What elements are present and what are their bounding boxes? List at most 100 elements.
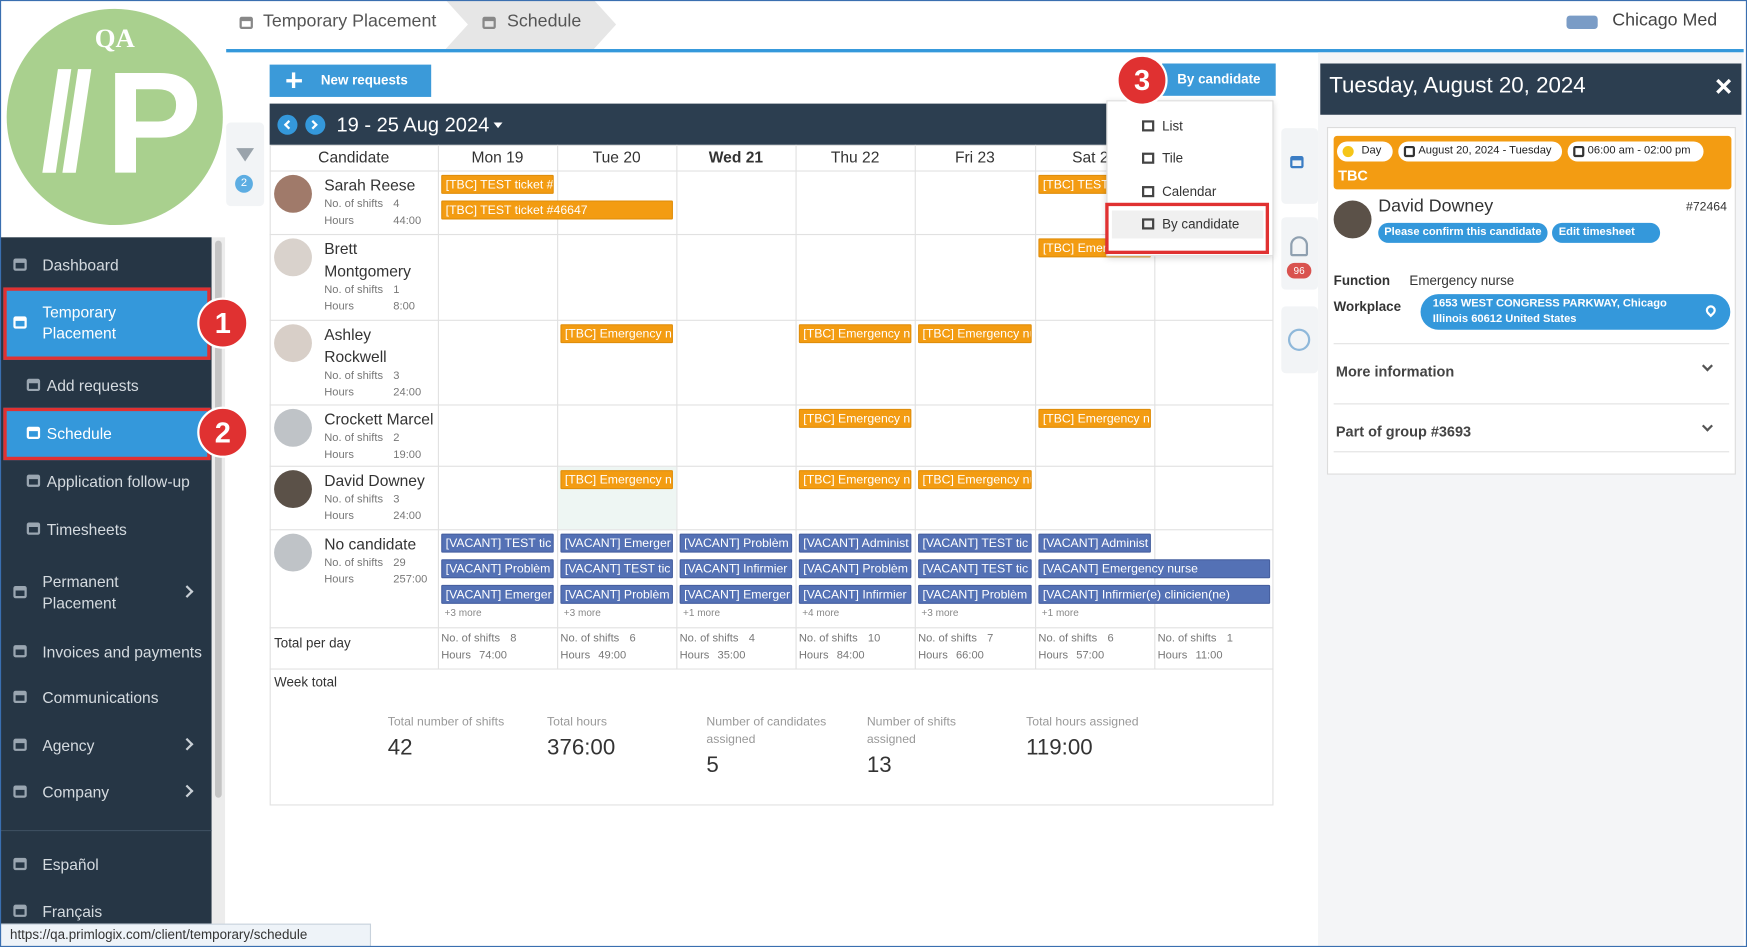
shift-event[interactable]: [VACANT] Problèm bbox=[441, 559, 554, 579]
menu-item[interactable]: Agency bbox=[42, 736, 95, 755]
menu-item[interactable]: Permanent Placement bbox=[42, 572, 119, 612]
stat-value: 2 bbox=[393, 432, 400, 445]
crumb[interactable]: Schedule bbox=[506, 12, 582, 32]
shift-event[interactable]: [VACANT] Emerger bbox=[679, 584, 793, 604]
menu-item[interactable]: Company bbox=[42, 783, 110, 802]
divider bbox=[1333, 403, 1730, 405]
shift-event[interactable]: [VACANT] Problèm bbox=[560, 584, 673, 604]
menu-icon bbox=[13, 738, 27, 751]
shift-event[interactable]: [VACANT] Administ bbox=[1038, 533, 1151, 553]
shift-event[interactable]: [VACANT] Emerger bbox=[560, 533, 673, 553]
shift-event[interactable]: [VACANT] Infirmier(e) clinicien(ne) bbox=[1038, 584, 1271, 604]
candidate-stat: Hours 24:00 bbox=[324, 384, 435, 401]
stat-label: Hours bbox=[798, 649, 829, 662]
detail-header bbox=[1320, 63, 1742, 115]
nav-button[interactable] bbox=[305, 114, 326, 135]
stat-label: No. of shifts bbox=[560, 632, 620, 646]
menu-option[interactable]: List bbox=[1162, 118, 1183, 134]
shift-event[interactable]: [VACANT] TEST tic bbox=[918, 533, 1032, 553]
candidate-name[interactable]: Ashley Rockwell bbox=[324, 325, 387, 366]
menu-item[interactable]: Dashboard bbox=[42, 256, 119, 275]
nav-button[interactable] bbox=[277, 114, 298, 135]
row-line bbox=[269, 627, 1274, 629]
stat-value: 49:00 bbox=[598, 649, 627, 662]
shift-event[interactable]: [VACANT] Infirmier bbox=[679, 559, 793, 579]
stat-label: No. of shifts bbox=[324, 284, 384, 297]
org-name[interactable]: Chicago Med bbox=[1612, 11, 1718, 31]
more-link[interactable]: +4 more bbox=[802, 607, 840, 619]
day-header: Tue 20 bbox=[592, 148, 641, 167]
stat-label: Hours bbox=[324, 300, 354, 314]
confirm-button[interactable]: Please confirm this candidate bbox=[1378, 222, 1548, 243]
stat-value: 84:00 bbox=[836, 649, 865, 662]
logo: QA P bbox=[6, 8, 223, 226]
shift-event[interactable]: [VACANT] TEST tic bbox=[918, 559, 1032, 579]
shift-event[interactable]: [TBC] Emergency nurse bbox=[1038, 408, 1151, 428]
candidate-stat: No. of shifts 1 bbox=[324, 282, 435, 299]
shift-event[interactable]: [VACANT] Problèm bbox=[798, 559, 912, 579]
accordion[interactable]: Part of group #3693 bbox=[1335, 423, 1472, 441]
menu-item[interactable]: Temporary Placement bbox=[42, 303, 117, 343]
shift-event[interactable]: [VACANT] Problèm bbox=[918, 584, 1032, 604]
stat-value: 8 bbox=[510, 632, 517, 646]
more-link[interactable]: +3 more bbox=[921, 607, 959, 619]
more-link[interactable]: +1 more bbox=[682, 607, 721, 619]
workplace-pill[interactable]: 1653 WEST CONGRESS PARKWAY, Chicago Illi… bbox=[1420, 294, 1731, 330]
accordion[interactable]: More information bbox=[1335, 363, 1455, 380]
candidate-stat: Hours 44:00 bbox=[324, 213, 435, 230]
menu-item[interactable]: Application follow-up bbox=[46, 472, 190, 491]
shift-event[interactable]: [TBC] TEST ticket # bbox=[441, 174, 554, 194]
shift-event[interactable]: [VACANT] Emergency nurse bbox=[1038, 559, 1271, 579]
function-value: Emergency nurse bbox=[1409, 272, 1515, 289]
stat-value: 1 bbox=[393, 284, 400, 297]
shift-event[interactable]: [TBC] Emergency nurse bbox=[798, 408, 912, 428]
candidate-name[interactable]: David Downey bbox=[324, 471, 425, 490]
status-url: https://qa.primlogix.com/client/temporar… bbox=[0, 923, 372, 947]
menu-item[interactable]: Timesheets bbox=[46, 520, 127, 539]
shift-event[interactable]: [VACANT] Infirmier bbox=[798, 584, 912, 604]
shift-event[interactable]: [VACANT] Problèm bbox=[679, 533, 793, 553]
menu-option[interactable]: Calendar bbox=[1162, 183, 1217, 200]
shift-event[interactable]: [VACANT] Administ bbox=[798, 533, 912, 553]
menu-item[interactable]: Français bbox=[42, 902, 103, 921]
menu-item[interactable]: Español bbox=[42, 855, 99, 874]
shift-event[interactable]: [TBC] TEST ticket #46647 bbox=[441, 200, 673, 220]
stat-value: 1 bbox=[1226, 632, 1233, 646]
candidate-name[interactable]: Sarah Reese bbox=[324, 176, 416, 194]
stat-label: No. of shifts bbox=[441, 632, 501, 646]
week-stat-label: Total hours bbox=[547, 715, 608, 729]
menu-item[interactable]: Invoices and payments bbox=[42, 642, 202, 661]
more-link[interactable]: +3 more bbox=[563, 607, 601, 619]
date-range[interactable]: 19 - 25 Aug 2024 bbox=[336, 113, 490, 136]
candidate-name[interactable]: Brett Montgomery bbox=[324, 239, 411, 280]
view-button[interactable]: By candidate bbox=[1162, 63, 1276, 96]
menu-item[interactable]: Communications bbox=[42, 688, 159, 707]
shift-event[interactable]: [TBC] Emergency nurse bbox=[798, 470, 912, 490]
menu-item[interactable]: Schedule bbox=[46, 424, 112, 443]
shift-event[interactable]: [VACANT] TEST tic bbox=[560, 559, 673, 579]
shift-event[interactable]: [VACANT] Emerger bbox=[441, 584, 554, 604]
stat-label: No. of shifts bbox=[918, 632, 977, 646]
edit-button[interactable]: Edit timesheet bbox=[1552, 222, 1661, 243]
more-link[interactable]: +3 more bbox=[444, 607, 482, 619]
stat-label: No. of shifts bbox=[1038, 632, 1098, 646]
candidate-name[interactable]: Crockett Marcel bbox=[324, 409, 434, 428]
candidate-stat: No. of shifts 3 bbox=[324, 368, 435, 385]
menu-option[interactable]: Tile bbox=[1162, 150, 1184, 167]
candidate-name[interactable]: No candidate bbox=[324, 534, 417, 553]
bell-icon bbox=[1290, 236, 1309, 257]
active-item bbox=[3, 287, 211, 360]
menu-icon bbox=[1142, 218, 1155, 230]
logo-circle bbox=[6, 8, 223, 226]
shift-event[interactable]: [TBC] Emergency nurse bbox=[798, 324, 912, 344]
calendar-icon bbox=[1290, 155, 1304, 169]
shift-event[interactable]: [TBC] Emergency nurse bbox=[560, 470, 673, 490]
menu-option[interactable]: By candidate bbox=[1162, 216, 1240, 232]
shift-event[interactable]: [TBC] Emergency nurse bbox=[918, 470, 1032, 490]
shift-event[interactable]: [VACANT] TEST tic bbox=[441, 533, 554, 553]
shift-event[interactable]: [TBC] Emergency nurse bbox=[560, 324, 673, 344]
crumb[interactable]: Temporary Placement bbox=[262, 12, 437, 32]
menu-item[interactable]: Add requests bbox=[46, 376, 139, 395]
shift-event[interactable]: [TBC] Emergency nurse bbox=[918, 324, 1032, 344]
more-link[interactable]: +1 more bbox=[1041, 607, 1079, 619]
